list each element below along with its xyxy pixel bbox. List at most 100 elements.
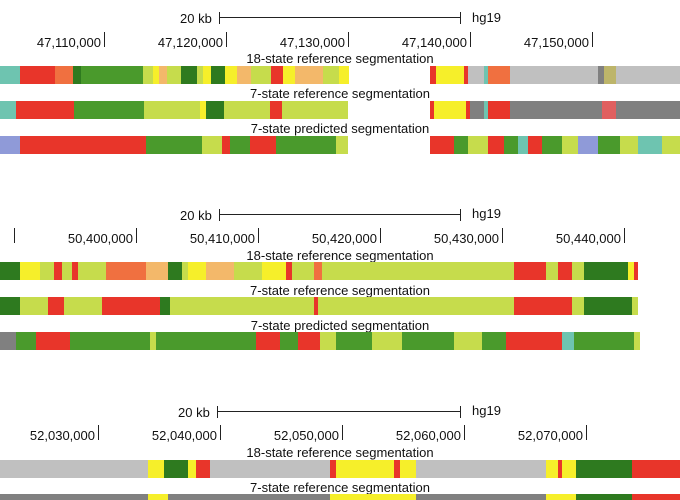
segment — [276, 136, 336, 154]
track-label: 18-state reference segmentation — [246, 445, 434, 460]
scale-bar-label: 20 kb — [180, 11, 212, 26]
tick-label: 50,400,000 — [67, 231, 133, 246]
segment — [430, 136, 454, 154]
segment — [181, 66, 197, 84]
segment — [197, 66, 203, 84]
tick-label: 47,130,000 — [279, 35, 345, 50]
segment — [203, 66, 211, 84]
tick-mark — [258, 228, 259, 243]
segment — [572, 262, 584, 280]
track-18-state-reference — [0, 460, 680, 478]
segment — [542, 136, 562, 154]
segment — [168, 262, 182, 280]
tick-label: 50,410,000 — [189, 231, 255, 246]
track-7-state-predicted — [0, 136, 680, 154]
segment — [470, 101, 484, 119]
segment — [484, 101, 488, 119]
segment — [36, 332, 70, 350]
segment — [210, 494, 330, 500]
tick-mark — [586, 425, 587, 440]
track-7-state-predicted — [0, 332, 680, 350]
scale-bar — [217, 406, 461, 418]
segment — [602, 101, 616, 119]
segment — [0, 297, 20, 315]
tick-mark — [470, 32, 471, 47]
track-label: 18-state reference segmentation — [246, 248, 434, 263]
segment — [148, 494, 168, 500]
segment — [434, 101, 466, 119]
segment — [150, 332, 156, 350]
segment — [546, 460, 558, 478]
segment — [546, 494, 576, 500]
segment — [400, 460, 416, 478]
assembly-label: hg19 — [472, 10, 501, 25]
segment — [330, 460, 336, 478]
segment — [144, 101, 200, 119]
segment — [20, 297, 48, 315]
segment — [314, 297, 318, 315]
tick-label: 47,110,000 — [36, 35, 101, 50]
tick-label: 47,150,000 — [523, 35, 589, 50]
segment — [164, 460, 188, 478]
assembly-label: hg19 — [472, 403, 501, 418]
segment — [562, 460, 576, 478]
segment — [514, 297, 572, 315]
assembly-label: hg19 — [472, 206, 501, 221]
segment — [604, 66, 616, 84]
segment — [225, 66, 237, 84]
segment — [55, 66, 73, 84]
segment — [168, 494, 210, 500]
segment — [70, 332, 150, 350]
segment — [416, 494, 546, 500]
segment — [528, 136, 542, 154]
segment — [572, 297, 584, 315]
segment — [314, 262, 322, 280]
segment — [466, 101, 470, 119]
segment — [143, 66, 153, 84]
segment — [620, 136, 638, 154]
segment — [270, 101, 282, 119]
segment — [200, 101, 206, 119]
segment — [546, 262, 558, 280]
segment — [251, 66, 271, 84]
segment — [0, 494, 148, 500]
segment — [402, 332, 454, 350]
segment — [584, 297, 632, 315]
tick-mark — [136, 228, 137, 243]
segment — [0, 262, 20, 280]
segment — [320, 332, 336, 350]
segment — [510, 66, 598, 84]
segment — [156, 332, 256, 350]
tick-label: 50,430,000 — [433, 231, 499, 246]
segment — [81, 66, 143, 84]
segment — [0, 136, 20, 154]
segment — [188, 262, 206, 280]
tick-label: 52,070,000 — [517, 428, 583, 443]
segment — [510, 101, 602, 119]
segment — [484, 66, 488, 84]
segment — [488, 136, 504, 154]
segment — [170, 297, 314, 315]
segment — [224, 101, 270, 119]
track-7-state-reference — [0, 101, 680, 119]
scale-bar-label: 20 kb — [180, 208, 212, 223]
segment — [322, 262, 514, 280]
segment — [73, 66, 81, 84]
tick-mark — [14, 228, 15, 243]
track-18-state-reference — [0, 66, 680, 84]
segment — [230, 136, 250, 154]
tick-mark — [380, 228, 381, 243]
tick-mark — [104, 32, 105, 47]
segment — [632, 494, 680, 500]
segment — [72, 262, 78, 280]
segment — [222, 136, 230, 154]
track-7-state-reference — [0, 494, 680, 500]
segment — [584, 262, 628, 280]
segment — [336, 136, 348, 154]
segment — [558, 262, 572, 280]
scale-bar-label: 20 kb — [178, 405, 210, 420]
tick-mark — [464, 425, 465, 440]
segment — [48, 297, 64, 315]
segment — [262, 262, 286, 280]
track-label: 7-state reference segmentation — [250, 283, 430, 298]
